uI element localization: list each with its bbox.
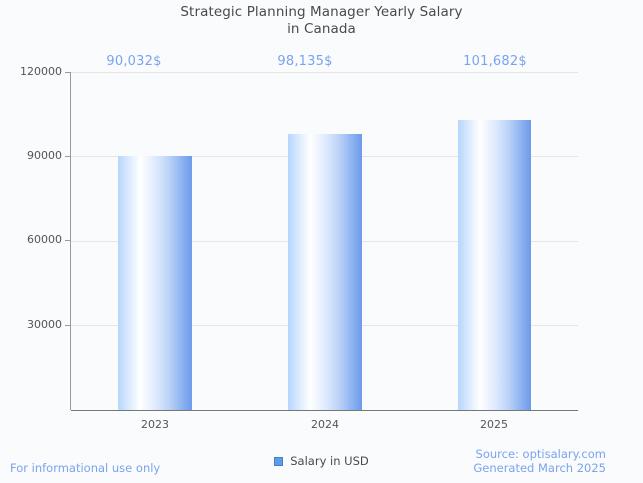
bar-2023[interactable] [118,156,192,410]
y-tick-mark-60000 [65,240,71,241]
y-tick-mark-90000 [65,156,71,157]
y-axis-labels: 120000 90000 60000 30000 [0,0,62,483]
y-tick-label-120000: 120000 [20,65,62,78]
legend-swatch-icon [274,456,284,466]
x-axis-line [71,410,578,411]
chart-legend: Salary in USD [0,454,643,469]
footer-generated: Generated March 2025 [473,461,606,475]
legend-item-salary[interactable]: Salary in USD [274,454,369,468]
y-axis-line [70,72,71,410]
value-label-2023: 90,032$ [106,54,162,69]
x-tick-label-2023: 2023 [141,418,169,431]
value-label-2025: 101,682$ [463,54,527,69]
x-tick-label-2025: 2025 [480,418,508,431]
footer-source: Source: optisalary.com [475,447,606,461]
footer-disclaimer: For informational use only [10,461,161,475]
chart-title: Strategic Planning Manager Yearly Salary… [0,4,643,38]
gridline-120000 [71,72,578,73]
value-label-2024: 98,135$ [277,54,333,69]
plot-area [71,72,578,410]
legend-label: Salary in USD [290,454,369,468]
footer-source-block: Source: optisalary.com Generated March 2… [473,447,606,475]
y-tick-mark-30000 [65,325,71,326]
chart-title-line-1: Strategic Planning Manager Yearly Salary [180,4,463,20]
chart-title-line-2: in Canada [287,21,356,37]
y-tick-mark-120000 [65,72,71,73]
y-tick-label-30000: 30000 [27,318,62,331]
y-tick-label-60000: 60000 [27,233,62,246]
x-tick-label-2024: 2024 [311,418,339,431]
y-tick-label-90000: 90000 [27,149,62,162]
bar-2024[interactable] [288,134,362,410]
bar-2025[interactable] [458,120,531,410]
